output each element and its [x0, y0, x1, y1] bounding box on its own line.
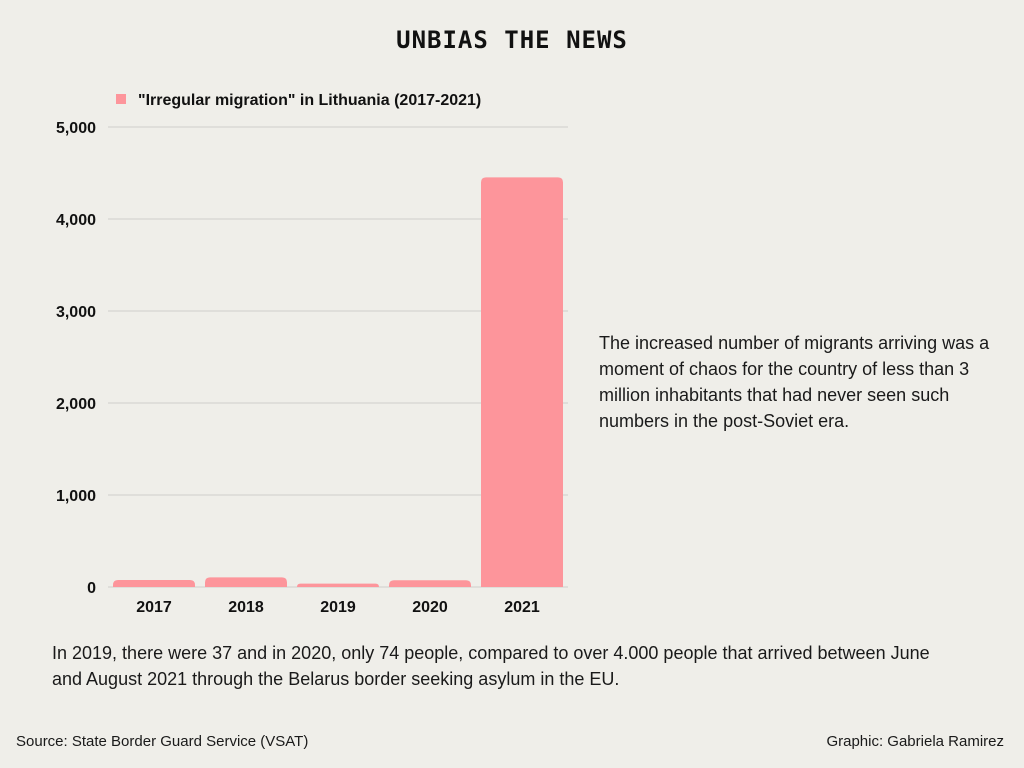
- y-tick-label: 2,000: [56, 396, 96, 413]
- x-tick-label: 2019: [320, 599, 356, 616]
- graphic-credit: Graphic: Gabriela Ramirez: [826, 733, 1004, 750]
- brand-title: UNBIAS THE NEWS: [396, 26, 628, 54]
- legend-label: "Irregular migration" in Lithuania (2017…: [138, 92, 481, 109]
- y-tick-label: 0: [87, 580, 96, 597]
- x-tick-label: 2020: [412, 599, 448, 616]
- y-tick-label: 1,000: [56, 488, 96, 505]
- bar-2018: [205, 577, 287, 587]
- y-tick-label: 5,000: [56, 120, 96, 137]
- bar-2017: [113, 580, 195, 587]
- source-credit: Source: State Border Guard Service (VSAT…: [16, 733, 309, 750]
- y-tick-label: 4,000: [56, 212, 96, 229]
- legend-swatch: [116, 94, 126, 104]
- y-tick-label: 3,000: [56, 304, 96, 321]
- bar-2020: [389, 580, 471, 587]
- side-annotation: The increased number of migrants arrivin…: [599, 333, 990, 431]
- x-tick-label: 2018: [228, 599, 264, 616]
- x-tick-label: 2021: [504, 599, 540, 616]
- x-tick-label: 2017: [136, 599, 172, 616]
- bar-chart: 0 1,000 2,000 3,000 4,000 5,000 "Irregular mig…: [56, 92, 568, 616]
- bar-2019: [297, 583, 379, 587]
- bottom-annotation: In 2019, there were 37 and in 2020, only…: [52, 643, 930, 689]
- bar-2021: [481, 177, 563, 587]
